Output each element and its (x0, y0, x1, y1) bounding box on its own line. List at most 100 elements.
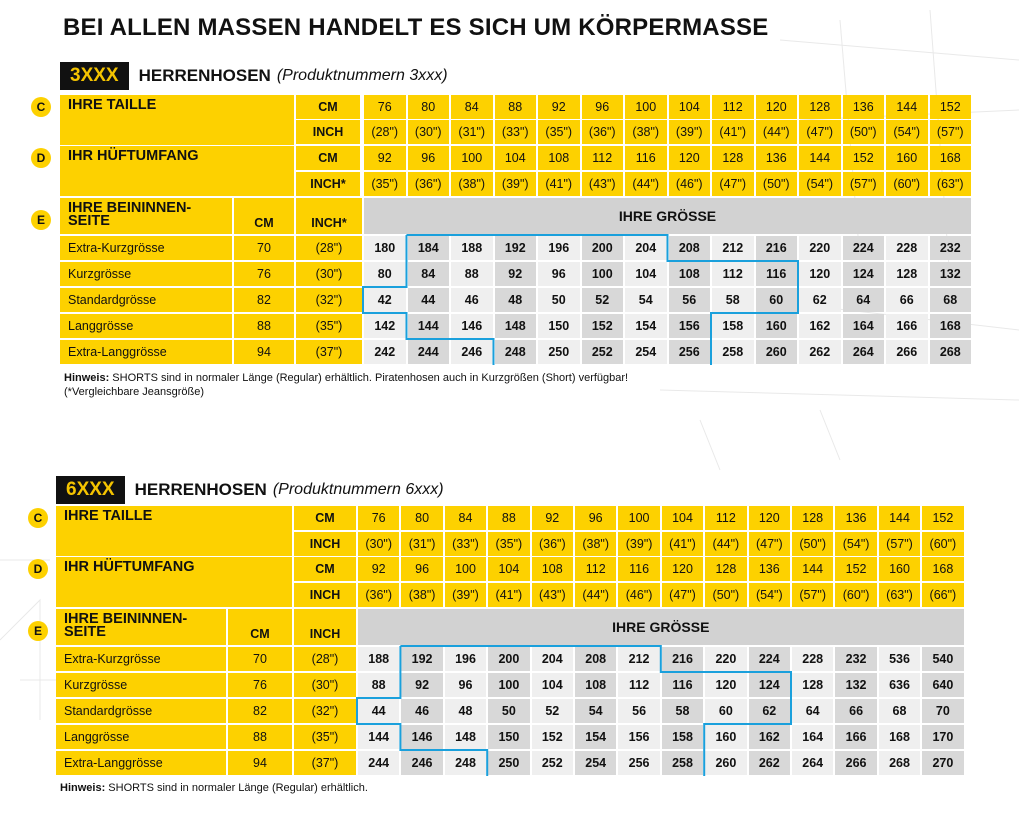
size-value: 46 (451, 288, 493, 312)
measure-inch-value: (60") (886, 172, 928, 196)
note-label: Hinweis: (60, 782, 106, 794)
size-value: 228 (886, 236, 928, 260)
measure-inch-value: (63") (929, 172, 971, 196)
length-inch: (37") (296, 340, 362, 364)
measure-inch-value: (41") (538, 172, 580, 196)
size-value: 152 (581, 314, 623, 338)
size-value: 260 (755, 340, 797, 364)
size-value: 264 (842, 340, 884, 364)
measure-cm-value: 168 (929, 146, 971, 170)
size-value: 156 (668, 314, 710, 338)
size-value: 252 (531, 751, 573, 775)
size-value: 120 (799, 262, 841, 286)
page-title: BEI ALLEN MASSEN HANDELT ES SICH UM KÖRP… (63, 14, 769, 41)
measure-cm-value: 152 (835, 557, 877, 581)
measure-cm-value: 92 (538, 95, 580, 119)
size-value: 58 (712, 288, 754, 312)
measure-inch-value: (44") (705, 532, 747, 556)
size-value: 96 (538, 262, 580, 286)
measure-cm-value: 88 (488, 506, 530, 530)
size-value: 66 (886, 288, 928, 312)
measure-cm-value: 160 (886, 146, 928, 170)
row-letter-badge: E (28, 621, 48, 641)
size-value: 108 (668, 262, 710, 286)
size-value: 154 (575, 725, 617, 749)
note: Hinweis: SHORTS sind in normaler Länge (… (64, 371, 628, 399)
size-value: 166 (886, 314, 928, 338)
size-value: 204 (625, 236, 667, 260)
size-value: 180 (364, 236, 406, 260)
measure-inch-value: (35") (538, 120, 580, 144)
size-value: 640 (922, 673, 964, 697)
size-value: 268 (929, 340, 971, 364)
size-value: 216 (661, 647, 704, 671)
size-value: 164 (792, 725, 834, 749)
measure-inch-value: (36") (407, 172, 449, 196)
size-value: 208 (575, 647, 617, 671)
measure-inch-value: (44") (755, 120, 797, 144)
measure-cm-value: 136 (755, 146, 797, 170)
measure-inch-value: (50") (755, 172, 797, 196)
size-value: 540 (922, 647, 964, 671)
inseam-label-line2: SEITE (68, 213, 110, 229)
length-inch: (32") (296, 288, 362, 312)
measure-cm-value: 152 (842, 146, 884, 170)
measure-cm-value: 112 (575, 557, 617, 581)
length-inch: (30") (294, 673, 356, 697)
length-cm: 94 (234, 340, 294, 364)
size-value: 192 (494, 236, 536, 260)
measure-cm-value: 144 (886, 95, 928, 119)
size-value: 132 (835, 673, 877, 697)
size-value: 42 (364, 288, 406, 312)
length-inch: (37") (294, 751, 356, 775)
measure-inch-value: (54") (748, 583, 790, 607)
size-value: 56 (618, 699, 660, 723)
note-footnote: (*Vergleichbare Jeansgröße) (64, 386, 205, 398)
size-value: 128 (886, 262, 928, 286)
note-text: SHORTS sind in normaler Länge (Regular) … (109, 372, 629, 384)
measure-cm-value: 108 (538, 146, 580, 170)
size-value: 88 (358, 673, 400, 697)
measure-inch-value: (54") (835, 532, 877, 556)
size-value: 84 (407, 262, 449, 286)
size-value: 250 (538, 340, 580, 364)
section-subtitle: (Produktnummern 3xxx) (276, 67, 448, 84)
size-value: 154 (625, 314, 667, 338)
size-value: 48 (444, 699, 487, 723)
row-letter-badge: D (28, 559, 48, 579)
size-value: 256 (668, 340, 710, 364)
size-value: 146 (401, 725, 443, 749)
measure-cm-value: 120 (661, 557, 704, 581)
measure-cm-value: 108 (531, 557, 573, 581)
measure-cm-value: 92 (531, 506, 573, 530)
length-type: Standardgrösse (60, 288, 232, 312)
measure-cm-value: 104 (668, 95, 710, 119)
measure-cm-value: 144 (878, 506, 921, 530)
measure-inch-value: (39") (668, 120, 710, 144)
measure-cm-value: 80 (401, 506, 443, 530)
size-value: 164 (842, 314, 884, 338)
size-value: 60 (705, 699, 747, 723)
measure-cm-value: 92 (364, 146, 406, 170)
size-value: 50 (538, 288, 580, 312)
inseam-unit-cm: CM (234, 198, 294, 234)
length-type: Extra-Langgrösse (56, 751, 226, 775)
size-value: 70 (922, 699, 964, 723)
size-value: 128 (792, 673, 834, 697)
size-value: 64 (842, 288, 884, 312)
note-text: SHORTS sind in normaler Länge (Regular) … (105, 782, 368, 794)
product-code-badge: 3XXX (60, 62, 129, 90)
unit-inch: INCH (294, 583, 356, 607)
measure-inch-value: (38") (575, 532, 617, 556)
length-type: Extra-Kurzgrösse (60, 236, 232, 260)
section-title: HERRENHOSEN (134, 480, 267, 499)
measure-cm-value: 120 (668, 146, 710, 170)
size-value: 54 (625, 288, 667, 312)
size-value: 636 (878, 673, 921, 697)
size-value: 208 (668, 236, 710, 260)
measure-cm-value: 112 (705, 506, 747, 530)
size-value: 144 (407, 314, 449, 338)
size-value: 196 (444, 647, 487, 671)
measure-inch-value: (54") (886, 120, 928, 144)
measure-cm-value: 92 (358, 557, 400, 581)
